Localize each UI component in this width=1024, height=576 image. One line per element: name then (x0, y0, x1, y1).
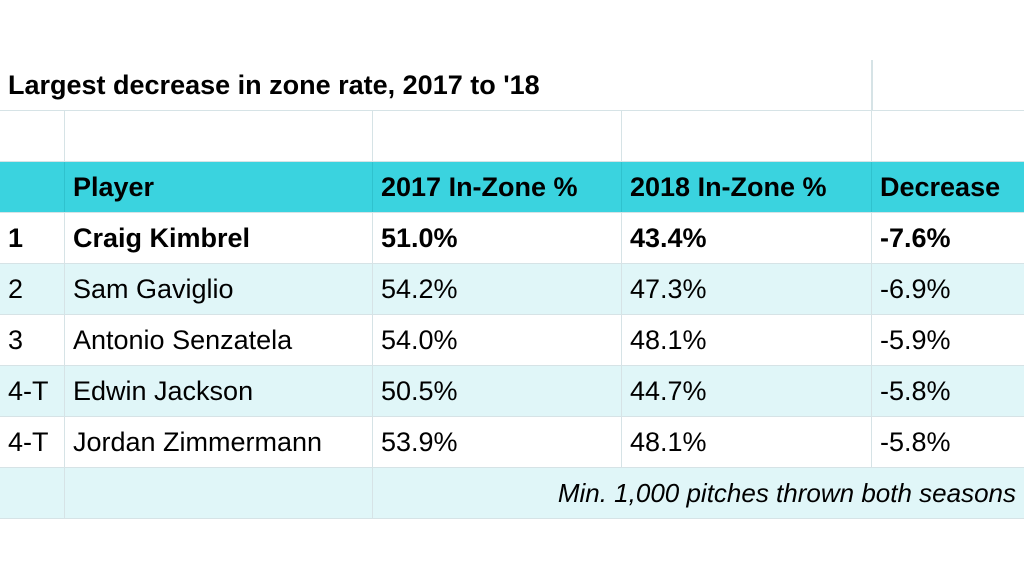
in-zone-2017-cell: 53.9% (373, 417, 622, 467)
decrease-cell: -5.8% (880, 375, 951, 406)
player-cell: Edwin Jackson (65, 366, 373, 416)
player-cell: Jordan Zimmermann (65, 417, 373, 467)
spacer-row (0, 111, 1024, 162)
table-row: 2 Sam Gaviglio 54.2% 47.3% -6.9% (0, 264, 1024, 315)
rank-cell: 1 (0, 213, 65, 263)
rank-cell: 2 (0, 264, 65, 314)
in-zone-2017-cell: 50.5% (373, 366, 622, 416)
in-zone-2018-cell: 48.1% (622, 315, 872, 365)
table-row: 4-T Jordan Zimmermann 53.9% 48.1% -5.8% (0, 417, 1024, 468)
header-2018-in-zone: 2018 In-Zone % (622, 162, 872, 212)
decrease-cell: -5.8% (880, 426, 951, 457)
empty-cell (622, 111, 872, 161)
rank-cell: 3 (0, 315, 65, 365)
title-row: Largest decrease in zone rate, 2017 to '… (0, 60, 1024, 111)
in-zone-2018-cell: 48.1% (622, 417, 872, 467)
decrease-cell: -6.9% (880, 273, 951, 304)
empty-cell (0, 111, 65, 161)
player-cell: Craig Kimbrel (65, 213, 373, 263)
in-zone-2018-cell: 47.3% (622, 264, 872, 314)
decrease-cell: -5.9% (880, 324, 951, 355)
title-row-empty-cell (872, 60, 1024, 110)
spreadsheet-table: Largest decrease in zone rate, 2017 to '… (0, 60, 1024, 519)
rank-cell: 4-T (0, 366, 65, 416)
table-row: 3 Antonio Senzatela 54.0% 48.1% -5.9% (0, 315, 1024, 366)
header-rank (0, 162, 65, 212)
footnote-row: Min. 1,000 pitches thrown both seasons (0, 468, 1024, 519)
empty-cell (373, 111, 622, 161)
empty-cell (872, 111, 1024, 161)
footnote: Min. 1,000 pitches thrown both seasons (557, 477, 1016, 508)
in-zone-2018-cell: 44.7% (622, 366, 872, 416)
rank-cell: 4-T (0, 417, 65, 467)
empty-cell (65, 111, 373, 161)
decrease-cell: -7.6% (880, 222, 951, 253)
in-zone-2017-cell: 54.2% (373, 264, 622, 314)
table-row: 4-T Edwin Jackson 50.5% 44.7% -5.8% (0, 366, 1024, 417)
in-zone-2017-cell: 54.0% (373, 315, 622, 365)
header-decrease: Decrease (880, 171, 1001, 202)
empty-cell (65, 468, 373, 518)
player-cell: Antonio Senzatela (65, 315, 373, 365)
empty-cell (0, 468, 65, 518)
player-cell: Sam Gaviglio (65, 264, 373, 314)
table-row: 1 Craig Kimbrel 51.0% 43.4% -7.6% (0, 213, 1024, 264)
in-zone-2017-cell: 51.0% (373, 213, 622, 263)
header-player: Player (65, 162, 373, 212)
header-row: Player 2017 In-Zone % 2018 In-Zone % Dec… (0, 162, 1024, 213)
header-2017-in-zone: 2017 In-Zone % (373, 162, 622, 212)
in-zone-2018-cell: 43.4% (622, 213, 872, 263)
table-title: Largest decrease in zone rate, 2017 to '… (0, 60, 872, 110)
